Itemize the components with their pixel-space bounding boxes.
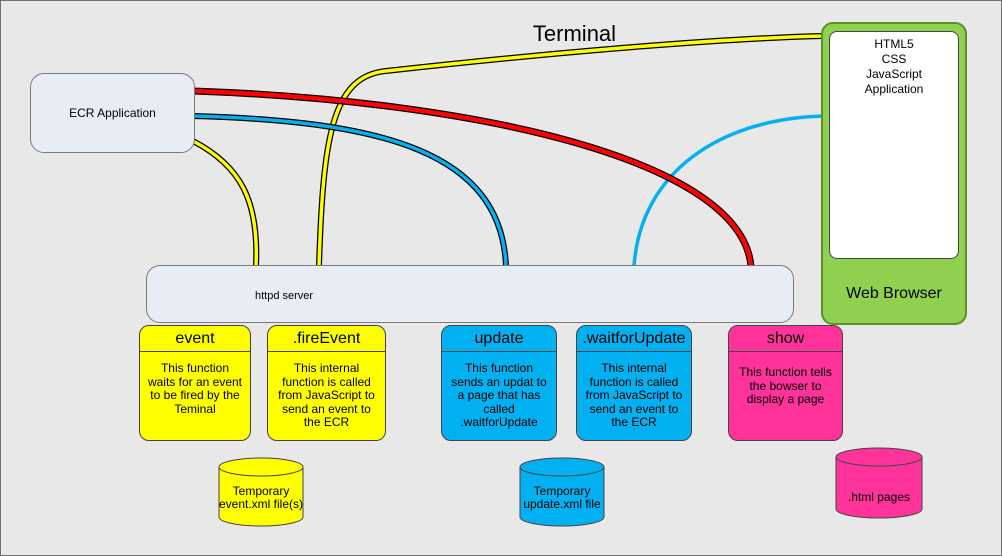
store-event-xml: Temporary event.xml file(s): [218, 457, 304, 527]
function-event-desc: This function waits for an event to be f…: [147, 361, 243, 416]
store-html-pages-cylinder: [835, 447, 923, 519]
browser-line-application: Application: [864, 82, 924, 96]
function-show-name: show: [729, 326, 842, 352]
browser-application-panel: HTML5 CSS JavaScript Application: [829, 31, 959, 259]
store-html-pages: .html pages: [835, 447, 923, 519]
function-waitforupdate-name: .waitforUpdate: [577, 326, 691, 352]
browser-line-javascript: JavaScript: [865, 67, 923, 81]
ecr-application-box: ECR Application: [30, 73, 195, 153]
diagram-title: Terminal: [532, 21, 617, 46]
function-show: show This function tells the bowser to d…: [728, 325, 843, 441]
store-event-xml-cylinder: [218, 457, 304, 527]
function-event: event This function waits for an event t…: [139, 325, 251, 441]
store-update-xml: Temporary update.xml file: [519, 457, 605, 527]
httpd-server-box: httpd server: [146, 265, 794, 323]
wire-ecr-to-event: [191, 138, 260, 267]
store-update-xml-cylinder: [519, 457, 605, 527]
wire-ecr-to-show-fill: [192, 88, 754, 267]
store-event-xml-label: Temporary event.xml file(s): [218, 484, 304, 511]
function-fireevent: .fireEvent This internal function is cal…: [267, 325, 386, 441]
wire-ecr-to-event-fill: [192, 139, 259, 267]
browser-line-css: CSS: [881, 52, 907, 66]
httpd-server-label: httpd server: [255, 290, 314, 302]
function-show-desc: This function tells the bowser to displa…: [739, 365, 832, 406]
store-update-xml-label: Temporary update.xml file: [523, 484, 601, 511]
wire-ecr-to-update-fill: [192, 114, 508, 267]
browser-line-html5: HTML5: [874, 37, 914, 51]
function-update: update This function sends an updat to a…: [441, 325, 557, 441]
function-update-name: update: [442, 326, 556, 352]
store-html-pages-label: .html pages: [847, 490, 911, 504]
function-event-name: event: [140, 326, 250, 352]
wire-ecr-to-update: [192, 113, 509, 267]
function-fireevent-name: .fireEvent: [268, 326, 385, 352]
web-browser-label: Web Browser: [846, 285, 942, 302]
wire-waitforupdate-to-browser: [632, 114, 824, 267]
function-update-desc: This function sends an updat to a page t…: [451, 361, 547, 429]
web-browser-box: HTML5 CSS JavaScript Application Web Bro…: [821, 22, 967, 325]
function-fireevent-desc: This internal function is called from Ja…: [278, 361, 375, 429]
function-waitforupdate: .waitforUpdate This internal function is…: [576, 325, 692, 441]
function-waitforupdate-desc: This internal function is called from Ja…: [585, 361, 683, 429]
ecr-application-label: ECR Application: [69, 106, 156, 120]
wire-fireevent-to-browser-fill: [317, 34, 824, 267]
